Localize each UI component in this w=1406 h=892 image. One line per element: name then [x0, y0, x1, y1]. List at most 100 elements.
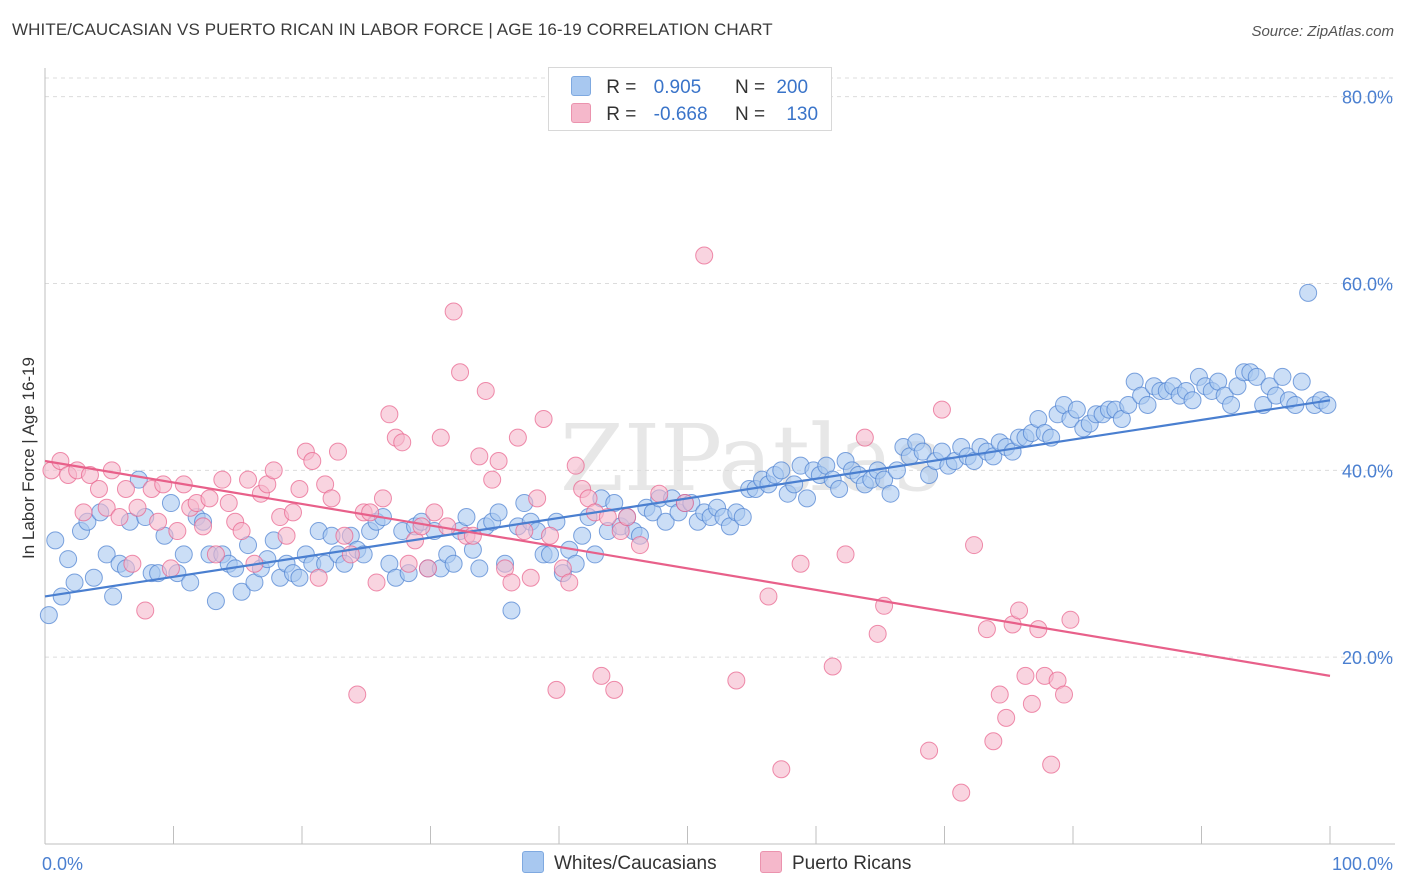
- data-point: [65, 573, 84, 592]
- data-point: [277, 526, 296, 545]
- data-point: [206, 592, 225, 611]
- data-point: [470, 559, 489, 578]
- trend-line: [44, 399, 1331, 598]
- legend-swatch: [760, 851, 782, 873]
- data-point: [855, 428, 874, 447]
- data-point: [932, 400, 951, 419]
- data-point: [1299, 283, 1318, 302]
- data-point: [161, 559, 180, 578]
- data-point: [836, 545, 855, 564]
- legend-swatch-puerto-ricans: [571, 103, 591, 123]
- data-point: [399, 554, 418, 573]
- x-tick-label: 100.0%: [1332, 854, 1393, 874]
- data-point: [881, 484, 900, 503]
- legend-n-label: N =: [734, 104, 766, 125]
- data-point: [425, 503, 444, 522]
- data-point: [393, 433, 412, 452]
- correlation-legend: R = 0.905 N = 200 R = -0.668 N = 130: [548, 67, 832, 131]
- y-tick-label: 80.0%: [1342, 88, 1393, 108]
- data-point: [97, 545, 116, 564]
- data-point: [451, 363, 470, 382]
- data-point: [695, 246, 714, 265]
- data-point: [566, 456, 585, 475]
- data-point: [290, 480, 309, 499]
- data-point: [219, 494, 238, 513]
- data-point: [110, 508, 129, 527]
- data-point: [868, 624, 887, 643]
- data-point: [618, 508, 637, 527]
- data-point: [322, 489, 341, 508]
- data-point: [547, 680, 566, 699]
- legend-swatch-whites: [571, 76, 591, 96]
- data-point: [380, 405, 399, 424]
- legend-row-puerto-ricans: R = -0.668 N = 130: [571, 103, 818, 127]
- series-puerto-ricans: [42, 246, 1080, 802]
- data-point: [508, 428, 527, 447]
- data-point: [541, 526, 560, 545]
- legend-r-value: 0.905: [653, 77, 702, 98]
- data-point: [361, 503, 380, 522]
- data-point: [239, 470, 258, 489]
- data-point: [1010, 601, 1029, 620]
- data-point: [84, 568, 103, 587]
- trend-line: [44, 459, 1331, 677]
- data-point: [489, 503, 508, 522]
- tick-labels: 20.0% 40.0% 60.0% 80.0% 0.0% 100.0%: [42, 88, 1393, 874]
- data-point: [605, 680, 624, 699]
- data-point: [161, 494, 180, 513]
- chart-title: WHITE/CAUCASIAN VS PUERTO RICAN IN LABOR…: [12, 20, 773, 39]
- data-point: [367, 573, 386, 592]
- data-point: [528, 489, 547, 508]
- data-point: [1016, 666, 1035, 685]
- data-point: [154, 475, 173, 494]
- data-point: [335, 526, 354, 545]
- data-point: [128, 498, 147, 517]
- data-point: [174, 545, 193, 564]
- data-point: [1061, 610, 1080, 629]
- data-point: [457, 508, 476, 527]
- data-point: [116, 480, 135, 499]
- data-point: [1022, 694, 1041, 713]
- data-point: [489, 452, 508, 470]
- data-point: [123, 554, 142, 573]
- data-point: [1119, 395, 1138, 414]
- data-point: [990, 685, 1009, 704]
- legend-n-value: 200: [776, 77, 809, 98]
- data-point: [791, 554, 810, 573]
- data-point: [733, 508, 752, 527]
- data-point: [1138, 395, 1157, 414]
- legend-row-whites: R = 0.905 N = 200: [571, 76, 808, 100]
- data-point: [74, 503, 93, 522]
- data-point: [984, 732, 1003, 751]
- data-point: [823, 657, 842, 676]
- x-tick-label: 0.0%: [42, 854, 83, 874]
- data-point: [997, 708, 1016, 727]
- data-point: [772, 461, 791, 480]
- trend-lines: [44, 399, 1331, 677]
- data-point: [483, 470, 502, 489]
- data-point: [52, 587, 71, 606]
- data-point: [348, 685, 367, 704]
- data-point: [952, 783, 971, 802]
- legend-swatch: [522, 851, 544, 873]
- series-legend: Whites/Caucasians Puerto Ricans: [0, 851, 1406, 879]
- y-tick-label: 60.0%: [1342, 275, 1393, 295]
- y-tick-label: 40.0%: [1342, 461, 1393, 481]
- data-point: [476, 381, 495, 400]
- data-point: [431, 428, 450, 447]
- data-point: [444, 554, 463, 573]
- data-point: [59, 550, 78, 569]
- data-point: [149, 512, 168, 531]
- data-point: [727, 671, 746, 690]
- data-point: [592, 666, 611, 685]
- data-point: [1067, 400, 1086, 419]
- data-point: [534, 409, 553, 428]
- data-point: [1183, 391, 1202, 410]
- data-point: [521, 568, 540, 587]
- data-point: [920, 741, 939, 760]
- data-point: [136, 601, 155, 620]
- data-point: [284, 503, 303, 522]
- data-point: [373, 489, 392, 508]
- data-point: [1318, 395, 1337, 414]
